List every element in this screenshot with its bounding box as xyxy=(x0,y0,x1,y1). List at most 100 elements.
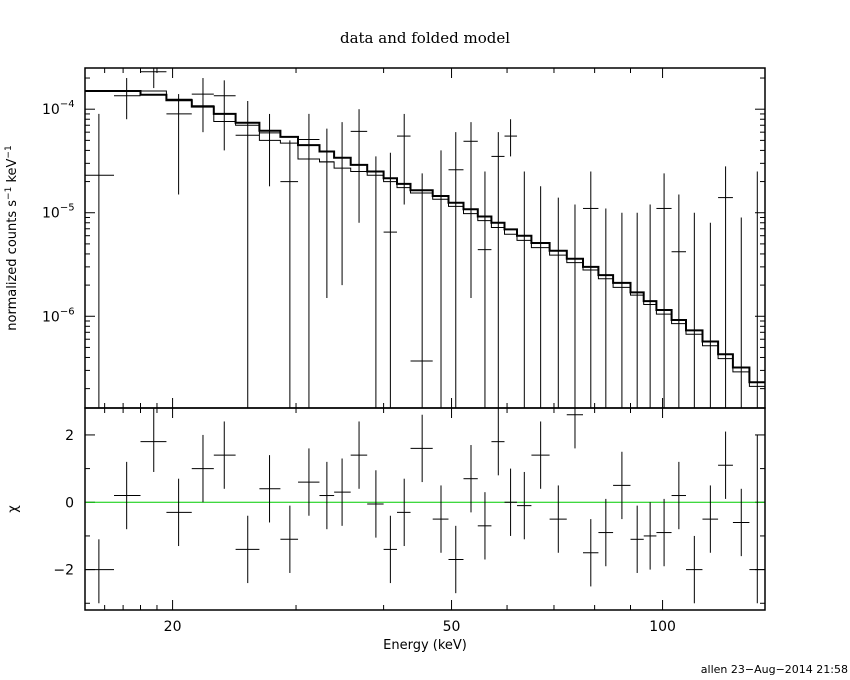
residual-point xyxy=(504,468,518,536)
data-point xyxy=(643,204,657,409)
residual-point xyxy=(367,470,384,538)
residual-point xyxy=(298,448,320,516)
data-point xyxy=(656,173,672,408)
bottom-y-tick-label: −2 xyxy=(53,563,74,579)
top-panel-frame xyxy=(84,67,766,409)
data-point xyxy=(531,186,550,409)
data-point xyxy=(549,197,567,409)
residual-point xyxy=(259,455,281,523)
residual-point xyxy=(213,421,236,489)
residual-point xyxy=(191,434,214,503)
data-point xyxy=(85,113,115,408)
bottom-panel: 2 0 −2 xyxy=(53,407,766,611)
tick-exponent: −6 xyxy=(60,306,75,317)
data-point xyxy=(114,78,141,120)
ylabel-main: normalized counts s xyxy=(5,200,20,331)
data-point xyxy=(319,128,335,299)
data-point xyxy=(235,101,260,408)
data-point xyxy=(367,156,384,409)
x-tick-label: 50 xyxy=(443,619,461,635)
data-point xyxy=(477,171,492,408)
data-point xyxy=(613,212,631,409)
residual-point xyxy=(685,535,703,604)
data-point xyxy=(397,113,411,205)
data-point xyxy=(718,166,733,408)
top-y-tick-label: 10−6 xyxy=(42,306,75,325)
residual-point xyxy=(350,421,368,489)
residual-point xyxy=(166,478,192,547)
residual-point xyxy=(671,461,686,530)
model-thick-step xyxy=(85,90,765,384)
data-point xyxy=(491,132,505,408)
tick-base: 10 xyxy=(42,102,60,118)
tick-base: 10 xyxy=(42,309,60,325)
tick-base: 10 xyxy=(42,206,60,222)
residual-point xyxy=(582,519,599,587)
data-point xyxy=(598,208,614,409)
data-point xyxy=(732,217,750,409)
data-point xyxy=(671,194,686,408)
x-axis-ticks: 20 50 100 xyxy=(104,68,676,635)
residual-point xyxy=(531,421,550,489)
top-y-ticks: 10−410−510−6 xyxy=(42,77,765,390)
chart-title: data and folded model xyxy=(340,29,510,47)
residual-point xyxy=(85,539,115,604)
residual-point xyxy=(383,515,398,584)
residual-point xyxy=(410,414,433,483)
residual-point xyxy=(598,498,614,567)
residual-point xyxy=(517,471,532,540)
bottom-y-ticks: 2 0 −2 xyxy=(53,428,765,604)
ylabel-sup1: −1 xyxy=(4,187,14,200)
data-point xyxy=(383,152,398,408)
residual-point xyxy=(432,485,449,553)
residual-point xyxy=(114,461,141,530)
data-point xyxy=(566,204,583,409)
data-point xyxy=(280,140,299,408)
data-point xyxy=(685,212,703,409)
data-point xyxy=(191,78,214,133)
model-thin-step xyxy=(85,90,765,387)
top-y-tick-label: 10−4 xyxy=(42,99,75,118)
data-point xyxy=(259,113,281,187)
bottom-panel-frame xyxy=(84,407,766,611)
residual-point xyxy=(566,408,583,449)
data-point xyxy=(702,222,719,409)
top-y-axis-label: normalized counts s−1 keV−1 xyxy=(4,145,20,330)
residual-point xyxy=(702,485,719,553)
residual-point xyxy=(656,498,672,567)
x-tick-label: 100 xyxy=(649,619,676,635)
data-point xyxy=(448,132,464,408)
data-point xyxy=(517,171,532,409)
data-point xyxy=(213,80,236,151)
residual-point xyxy=(643,502,657,570)
data-point xyxy=(463,122,478,299)
timestamp-stamp: allen 23−Aug−2014 21:58 xyxy=(701,663,848,676)
residual-point xyxy=(448,525,464,594)
residual-point xyxy=(140,408,167,472)
residual-points xyxy=(85,408,765,604)
residual-point xyxy=(613,451,631,520)
data-point xyxy=(350,109,368,223)
residual-point xyxy=(235,515,260,584)
model-thick-line xyxy=(85,90,765,384)
bottom-y-tick-label: 2 xyxy=(65,428,74,444)
residual-point xyxy=(397,478,411,547)
residual-point xyxy=(630,505,644,573)
data-point xyxy=(334,122,351,286)
data-point xyxy=(432,150,449,409)
data-point xyxy=(582,171,599,408)
data-point xyxy=(140,68,167,89)
residual-point xyxy=(463,445,478,513)
residual-point xyxy=(334,458,351,526)
bottom-y-axis-label: χ xyxy=(6,505,21,513)
residual-point xyxy=(749,434,765,604)
bottom-y-tick-label: 0 xyxy=(65,495,74,511)
residual-point xyxy=(732,488,750,557)
data-point xyxy=(166,94,192,195)
tick-exponent: −5 xyxy=(60,203,75,214)
data-points xyxy=(85,68,765,409)
top-panel: 10−410−510−6 xyxy=(42,67,766,409)
residual-point xyxy=(491,408,505,476)
tick-exponent: −4 xyxy=(60,99,75,110)
